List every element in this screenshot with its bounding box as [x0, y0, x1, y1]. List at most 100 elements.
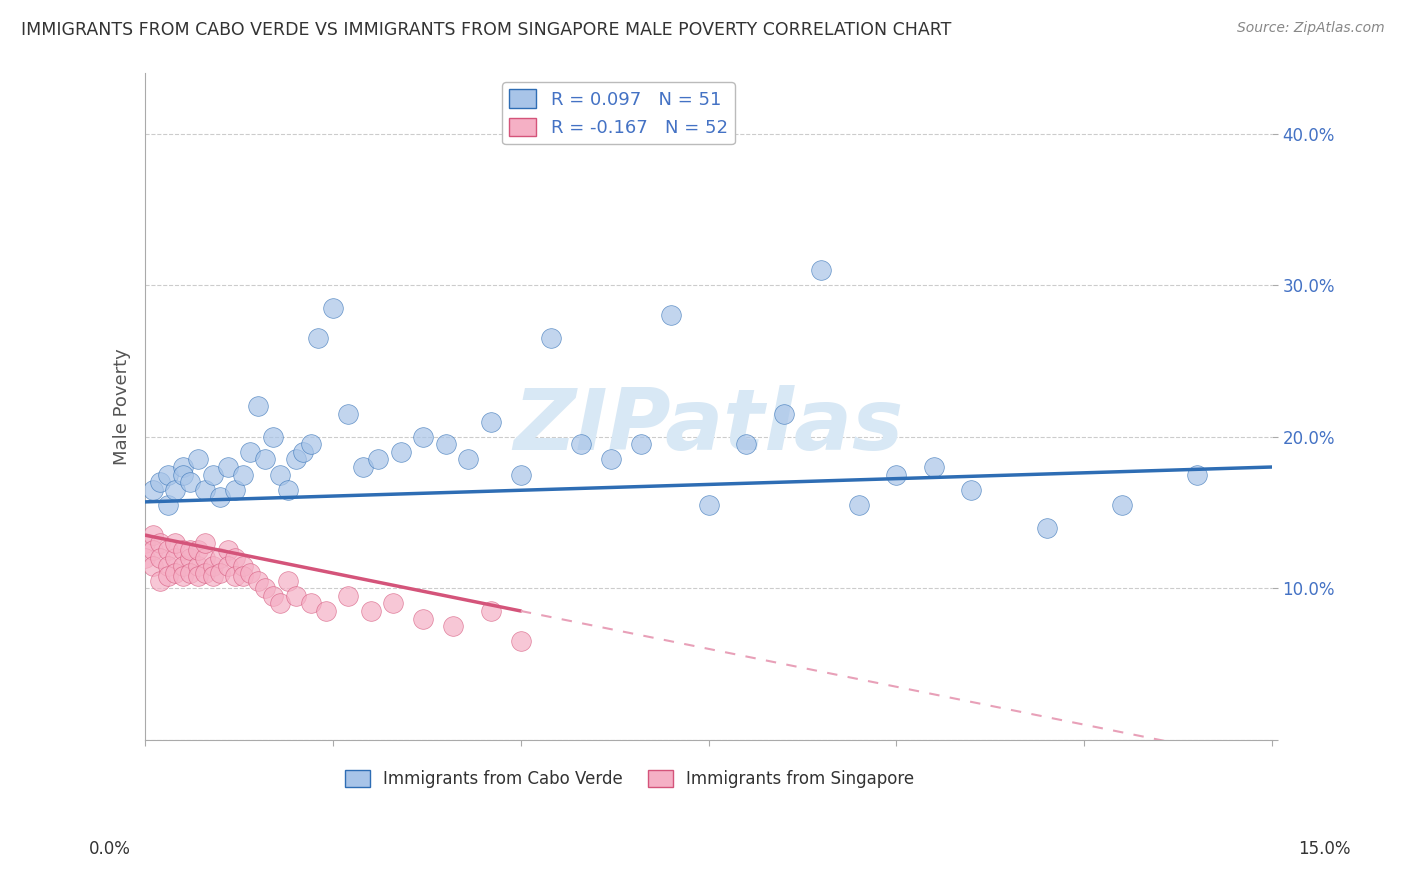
- Point: [735, 437, 758, 451]
- Point: [509, 467, 531, 482]
- Point: [156, 558, 179, 573]
- Point: [165, 566, 187, 580]
- Text: 15.0%: 15.0%: [1298, 840, 1351, 858]
- Point: [165, 483, 187, 497]
- Point: [886, 467, 908, 482]
- Point: [284, 589, 307, 603]
- Point: [412, 430, 434, 444]
- Point: [194, 566, 217, 580]
- Point: [337, 589, 360, 603]
- Point: [209, 550, 232, 565]
- Point: [1111, 498, 1133, 512]
- Point: [179, 475, 201, 490]
- Point: [156, 467, 179, 482]
- Point: [367, 452, 389, 467]
- Point: [292, 445, 315, 459]
- Point: [284, 452, 307, 467]
- Point: [165, 550, 187, 565]
- Point: [179, 550, 201, 565]
- Point: [179, 566, 201, 580]
- Point: [142, 528, 165, 542]
- Point: [322, 301, 344, 315]
- Point: [232, 569, 254, 583]
- Point: [201, 569, 224, 583]
- Point: [232, 558, 254, 573]
- Y-axis label: Male Poverty: Male Poverty: [114, 348, 131, 465]
- Point: [540, 331, 562, 345]
- Point: [441, 619, 464, 633]
- Point: [134, 550, 156, 565]
- Point: [224, 569, 246, 583]
- Point: [172, 569, 194, 583]
- Point: [810, 263, 832, 277]
- Point: [307, 331, 329, 345]
- Point: [209, 491, 232, 505]
- Point: [848, 498, 870, 512]
- Point: [156, 498, 179, 512]
- Point: [352, 460, 374, 475]
- Point: [224, 483, 246, 497]
- Point: [165, 536, 187, 550]
- Text: Source: ZipAtlas.com: Source: ZipAtlas.com: [1237, 21, 1385, 35]
- Point: [239, 445, 262, 459]
- Point: [697, 498, 720, 512]
- Point: [172, 558, 194, 573]
- Point: [922, 460, 945, 475]
- Text: ZIPatlas: ZIPatlas: [513, 384, 904, 468]
- Point: [149, 574, 172, 588]
- Point: [239, 566, 262, 580]
- Point: [187, 543, 209, 558]
- Point: [149, 550, 172, 565]
- Point: [217, 558, 239, 573]
- Point: [315, 604, 337, 618]
- Point: [149, 475, 172, 490]
- Point: [172, 543, 194, 558]
- Text: 0.0%: 0.0%: [89, 840, 131, 858]
- Point: [149, 536, 172, 550]
- Point: [172, 460, 194, 475]
- Point: [156, 569, 179, 583]
- Point: [457, 452, 479, 467]
- Point: [187, 558, 209, 573]
- Point: [224, 550, 246, 565]
- Point: [659, 309, 682, 323]
- Point: [201, 558, 224, 573]
- Point: [217, 543, 239, 558]
- Point: [277, 483, 299, 497]
- Point: [217, 460, 239, 475]
- Point: [201, 467, 224, 482]
- Point: [299, 437, 322, 451]
- Point: [246, 400, 269, 414]
- Point: [434, 437, 457, 451]
- Point: [509, 634, 531, 648]
- Point: [1185, 467, 1208, 482]
- Point: [172, 467, 194, 482]
- Point: [254, 581, 277, 595]
- Point: [142, 558, 165, 573]
- Point: [187, 569, 209, 583]
- Point: [262, 589, 284, 603]
- Point: [1035, 521, 1057, 535]
- Point: [479, 604, 502, 618]
- Point: [156, 543, 179, 558]
- Point: [337, 407, 360, 421]
- Point: [382, 596, 405, 610]
- Point: [772, 407, 794, 421]
- Point: [232, 467, 254, 482]
- Point: [142, 543, 165, 558]
- Point: [134, 536, 156, 550]
- Point: [277, 574, 299, 588]
- Point: [960, 483, 983, 497]
- Legend: Immigrants from Cabo Verde, Immigrants from Singapore: Immigrants from Cabo Verde, Immigrants f…: [339, 764, 921, 795]
- Point: [412, 611, 434, 625]
- Point: [142, 483, 165, 497]
- Point: [194, 536, 217, 550]
- Point: [194, 550, 217, 565]
- Point: [630, 437, 652, 451]
- Text: IMMIGRANTS FROM CABO VERDE VS IMMIGRANTS FROM SINGAPORE MALE POVERTY CORRELATION: IMMIGRANTS FROM CABO VERDE VS IMMIGRANTS…: [21, 21, 952, 38]
- Point: [194, 483, 217, 497]
- Point: [269, 467, 291, 482]
- Point: [299, 596, 322, 610]
- Point: [389, 445, 412, 459]
- Point: [209, 566, 232, 580]
